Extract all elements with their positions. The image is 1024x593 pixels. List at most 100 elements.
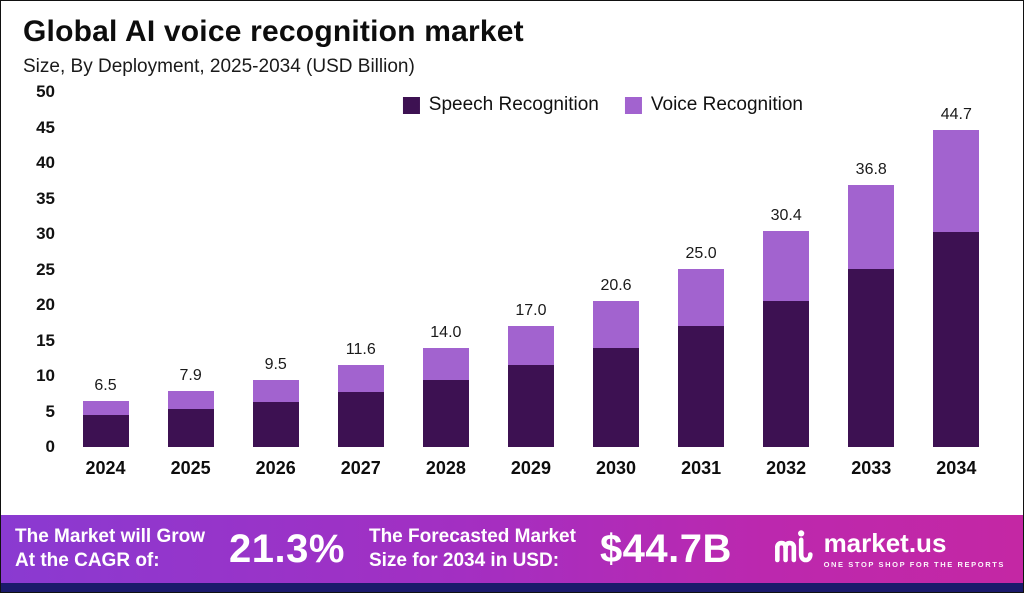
bar-column bbox=[252, 380, 299, 447]
y-tick-label: 0 bbox=[45, 437, 55, 456]
bar-segment-voice bbox=[678, 269, 725, 326]
x-axis-label-2031: 2031 bbox=[681, 458, 722, 478]
bar-segment-voice bbox=[82, 401, 129, 415]
bar-segment-voice bbox=[933, 130, 980, 232]
bar-total-label: 6.5 bbox=[94, 377, 117, 394]
bar-group-2030: 20.6 bbox=[573, 277, 658, 447]
x-axis-label-2026: 2026 bbox=[255, 458, 296, 478]
legend-item-voice-recognition: Voice Recognition bbox=[624, 94, 803, 116]
legend-label-voice: Voice Recognition bbox=[650, 94, 803, 115]
bar-segment-speech bbox=[337, 392, 384, 447]
x-axis-label-2028: 2028 bbox=[425, 458, 466, 478]
bar-segment-voice bbox=[167, 391, 214, 409]
bar-group-2026: 9.5 bbox=[233, 356, 318, 447]
bottom-strip bbox=[1, 583, 1023, 592]
y-tick-label: 5 bbox=[45, 401, 55, 421]
bar-segment-speech bbox=[593, 348, 639, 447]
y-tick-label: 15 bbox=[36, 330, 55, 350]
bar-segment-speech bbox=[422, 380, 469, 447]
y-tick-label: 30 bbox=[36, 224, 55, 243]
bar-total-label: 30.4 bbox=[770, 207, 802, 224]
x-axis-label-2030: 2030 bbox=[595, 458, 637, 478]
bar-total-label: 36.8 bbox=[855, 161, 887, 178]
bar-segment-speech bbox=[82, 415, 129, 447]
bar-column bbox=[422, 348, 469, 447]
x-axis-label-2024: 2024 bbox=[85, 458, 126, 478]
bar-group-2034: 44.7 bbox=[914, 106, 999, 447]
bar-column bbox=[507, 326, 554, 447]
bar-group-2024: 6.5 bbox=[63, 377, 148, 447]
chart-title: Global AI voice recognition market bbox=[23, 15, 524, 48]
forecast-value: $44.7B bbox=[599, 526, 732, 571]
forecast-label: The Forecasted Market Size for 2034 in US… bbox=[368, 526, 576, 571]
bar-total-label: 44.7 bbox=[940, 106, 972, 123]
bar-segment-speech bbox=[678, 326, 725, 447]
bar-total-label: 9.5 bbox=[264, 356, 287, 373]
bar-total-label: 17.0 bbox=[515, 302, 547, 319]
bar-segment-voice bbox=[252, 380, 299, 402]
chart-header: Global AI voice recognition market Size,… bbox=[1, 1, 1023, 78]
x-axis-label-2029: 2029 bbox=[510, 458, 551, 478]
bar-segment-speech bbox=[848, 269, 895, 447]
legend-item-speech-recognition: Speech Recognition bbox=[402, 94, 599, 116]
bar-segment-voice bbox=[848, 185, 895, 269]
bar-segment-speech bbox=[933, 232, 980, 447]
bar-group-2029: 17.0 bbox=[488, 302, 573, 447]
y-tick-label: 50 bbox=[36, 82, 55, 101]
bar-segment-voice bbox=[422, 348, 469, 380]
x-axis-label-2025: 2025 bbox=[170, 458, 211, 478]
bar-group-2027: 11.6 bbox=[318, 341, 403, 447]
legend-swatch-speech-icon bbox=[402, 96, 420, 114]
chart-subtitle: Size, By Deployment, 2025-2034 (USD Bill… bbox=[23, 56, 415, 77]
bar-column bbox=[933, 130, 980, 447]
legend-swatch-voice-icon bbox=[624, 96, 642, 114]
bar-group-2028: 14.0 bbox=[403, 324, 488, 447]
bar-group-2033: 36.8 bbox=[829, 161, 914, 447]
footer-banner: The Market will Grow At the CAGR of: 21.3… bbox=[1, 515, 1023, 583]
bar-column bbox=[848, 185, 895, 447]
bar-column bbox=[678, 269, 725, 447]
x-axis-label-2033: 2033 bbox=[851, 458, 892, 478]
cagr-value: 21.3% bbox=[229, 526, 345, 571]
brand-block: market.us ONE STOP SHOP FOR THE REPORTS bbox=[770, 527, 1005, 571]
bar-segment-voice bbox=[593, 301, 639, 348]
bar-group-2031: 25.0 bbox=[659, 245, 744, 447]
bar-column bbox=[167, 391, 214, 447]
bar-column bbox=[593, 301, 639, 447]
x-axis-label-2032: 2032 bbox=[766, 458, 807, 478]
chart-area: 0 5 10 15 20 25 30 35 40 45 50 Speech Recognition … bbox=[1, 78, 1023, 515]
x-axis: 2024 2025 2026 2027 2028 2029 2030 2031 2032 2033… bbox=[63, 458, 999, 479]
y-tick-label: 40 bbox=[36, 153, 55, 172]
bar-segment-speech bbox=[763, 301, 810, 447]
bar-group-2025: 7.9 bbox=[148, 367, 233, 447]
cagr-label: The Market will Grow At the CAGR of: bbox=[15, 526, 206, 571]
bar-total-label: 11.6 bbox=[345, 341, 376, 358]
bar-total-label: 20.6 bbox=[600, 277, 632, 294]
bar-segment-voice bbox=[763, 231, 810, 301]
bars-container: 6.5 7.9 9.5 11.6 14.0 17.0 20.6 25.0 30.4 36.8 44.… bbox=[63, 92, 999, 447]
bar-total-label: 25.0 bbox=[685, 245, 717, 262]
y-tick-label: 25 bbox=[36, 259, 55, 279]
bar-segment-speech bbox=[252, 402, 299, 447]
brand-tagline: ONE STOP SHOP FOR THE REPORTS bbox=[823, 559, 1005, 569]
legend: Speech Recognition Voice Recognition bbox=[402, 94, 803, 116]
bar-column bbox=[763, 231, 810, 447]
bar-segment-speech bbox=[167, 409, 214, 447]
bar-column bbox=[82, 401, 129, 447]
bar-segment-speech bbox=[507, 365, 554, 447]
legend-label-speech: Speech Recognition bbox=[428, 94, 599, 115]
x-axis-label-2034: 2034 bbox=[936, 458, 977, 478]
y-tick-label: 35 bbox=[36, 188, 55, 208]
brand-names: market.us ONE STOP SHOP FOR THE REPORTS bbox=[824, 530, 1005, 569]
market-us-logo-icon bbox=[774, 530, 813, 563]
bar-segment-voice bbox=[507, 326, 554, 365]
brand-name: market.us bbox=[823, 527, 947, 558]
bar-total-label: 7.9 bbox=[179, 367, 202, 384]
y-tick-label: 45 bbox=[36, 117, 55, 137]
bar-segment-voice bbox=[337, 365, 384, 392]
y-axis: 0 5 10 15 20 25 30 35 40 45 50 bbox=[19, 82, 63, 456]
y-tick-label: 20 bbox=[36, 295, 55, 314]
bar-column bbox=[337, 365, 384, 447]
plot-area: Speech Recognition Voice Recognition 6.5… bbox=[63, 92, 999, 447]
